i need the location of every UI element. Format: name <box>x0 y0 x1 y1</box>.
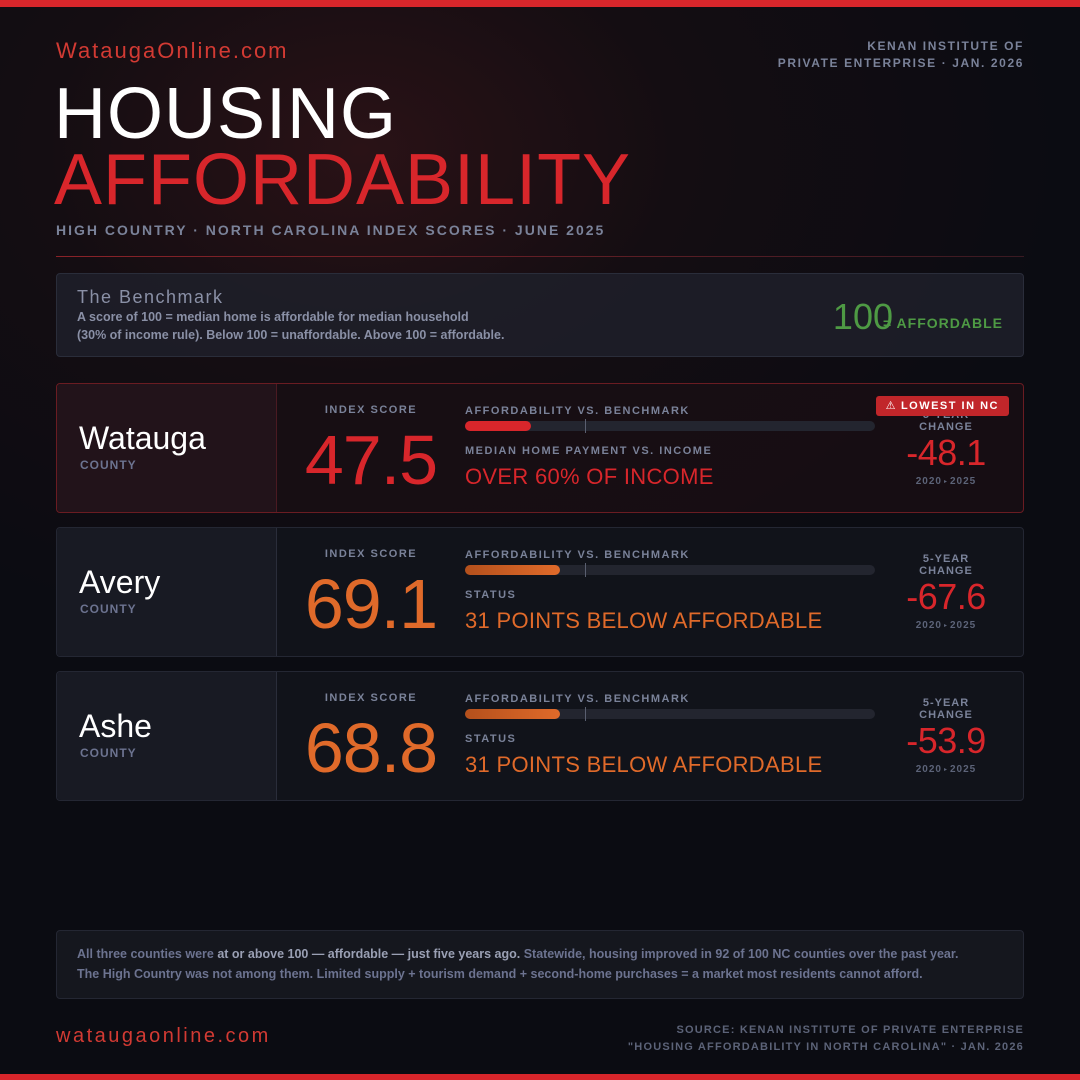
publisher-line-1: KENAN INSTITUTE OF <box>867 39 1024 53</box>
affordability-bar-label: AFFORDABILITY VS. BENCHMARK <box>465 405 690 417</box>
benchmark-marker <box>585 707 586 721</box>
stat-value: OVER 60% OF INCOME <box>465 464 714 489</box>
bottom-accent-bar <box>0 1074 1080 1080</box>
change-label-line-2: CHANGE <box>919 565 973 577</box>
county-name: Ashe <box>79 708 152 744</box>
county-name: Watauga <box>79 420 206 456</box>
year-start: 2020 <box>915 476 942 487</box>
change-years: 2020 ▸ 2025 <box>901 476 991 487</box>
brand-link[interactable]: WataugaOnline.com <box>56 38 289 63</box>
publisher-line-2: PRIVATE ENTERPRISE · JAN. 2026 <box>777 56 1024 70</box>
change-value: -53.9 <box>906 720 986 761</box>
county-card-watauga: Watauga COUNTY INDEX SCORE 47.5 AFFORDAB… <box>56 383 1024 513</box>
benchmark-description: A score of 100 = median home is affordab… <box>77 308 597 344</box>
source-line-1: SOURCE: KENAN INSTITUTE OF PRIVATE ENTER… <box>676 1024 1024 1036</box>
affordability-bar <box>465 419 875 433</box>
lowest-in-nc-badge: ⚠ LOWEST IN NC <box>875 396 1009 416</box>
footnote-highlight: at or above 100 — affordable — just five… <box>217 947 521 961</box>
badge-label: LOWEST IN NC <box>900 400 999 412</box>
source-line-2: "HOUSING AFFORDABILITY IN NORTH CAROLINA… <box>627 1041 1024 1053</box>
footnote-panel: All three counties were at or above 100 … <box>56 930 1024 999</box>
change-value: -67.6 <box>906 576 986 617</box>
county-name-panel: Watauga COUNTY <box>57 384 277 512</box>
change-years: 2020 ▸ 2025 <box>901 620 991 631</box>
top-accent-bar <box>0 0 1080 7</box>
stat-label: MEDIAN HOME PAYMENT VS. INCOME <box>465 445 713 457</box>
affordability-bar-label: AFFORDABILITY VS. BENCHMARK <box>465 549 690 561</box>
index-score-value: 47.5 <box>304 421 438 499</box>
benchmark-desc-line-2: (30% of income rule). Below 100 = unaffo… <box>77 328 505 342</box>
benchmark-title: The Benchmark <box>77 287 224 307</box>
change-value: -48.1 <box>906 432 986 473</box>
change-label-line-2: CHANGE <box>919 709 973 721</box>
county-type: COUNTY <box>80 458 137 472</box>
year-end: 2025 <box>950 476 977 487</box>
stat-label: STATUS <box>465 733 517 745</box>
affordability-bar-fill <box>465 565 561 575</box>
affordability-bar-fill <box>465 709 560 719</box>
benchmark-desc-line-1: A score of 100 = median home is affordab… <box>77 310 469 324</box>
arrow-right-icon: ▸ <box>943 622 948 629</box>
footer-brand-link[interactable]: wataugaonline.com <box>56 1025 271 1047</box>
page-title-line-1: HOUSING <box>54 74 398 154</box>
benchmark-value: 100 <box>832 296 893 337</box>
affordability-bar <box>465 707 875 721</box>
county-card-ashe: Ashe COUNTY INDEX SCORE 68.8 AFFORDABILI… <box>56 671 1024 801</box>
county-type: COUNTY <box>80 746 137 760</box>
page-subtitle: HIGH COUNTRY · NORTH CAROLINA INDEX SCOR… <box>56 222 606 238</box>
arrow-right-icon: ▸ <box>943 478 948 485</box>
publisher-credit: KENAN INSTITUTE OF PRIVATE ENTERPRISE · … <box>778 38 1024 72</box>
county-type: COUNTY <box>80 602 137 616</box>
change-label: 5-YEAR CHANGE <box>901 553 991 577</box>
year-start: 2020 <box>915 764 942 775</box>
arrow-right-icon: ▸ <box>943 766 948 773</box>
change-label-line-2: CHANGE <box>919 421 973 433</box>
source-credit: SOURCE: KENAN INSTITUTE OF PRIVATE ENTER… <box>628 1022 1024 1056</box>
change-years: 2020 ▸ 2025 <box>901 764 991 775</box>
year-end: 2025 <box>950 764 977 775</box>
index-score-value: 69.1 <box>304 565 438 643</box>
benchmark-panel: The Benchmark A score of 100 = median ho… <box>56 273 1024 357</box>
index-score-label: INDEX SCORE <box>324 404 418 416</box>
benchmark-value-label: = AFFORDABLE <box>883 315 1003 331</box>
change-label-line-1: 5-YEAR <box>922 697 970 709</box>
affordability-bar-label: AFFORDABILITY VS. BENCHMARK <box>465 693 690 705</box>
benchmark-marker <box>585 563 586 577</box>
footnote-line-1: All three counties were at or above 100 … <box>77 944 1003 964</box>
footnote-part-3: Statewide, housing improved in 92 of 100… <box>520 947 959 961</box>
change-label-line-1: 5-YEAR <box>922 553 970 565</box>
stat-value: 31 POINTS BELOW AFFORDABLE <box>465 608 823 633</box>
footnote-part-1: All three counties were <box>77 947 218 961</box>
affordability-bar <box>465 563 875 577</box>
index-score-label: INDEX SCORE <box>324 548 418 560</box>
warning-icon: ⚠ <box>885 400 897 412</box>
benchmark-marker <box>585 419 586 433</box>
affordability-bar-fill <box>465 421 531 431</box>
change-label: 5-YEAR CHANGE <box>901 697 991 721</box>
year-end: 2025 <box>950 620 977 631</box>
header-divider <box>56 256 1024 257</box>
footnote-line-2: The High Country was not among them. Lim… <box>77 967 923 981</box>
index-score-label: INDEX SCORE <box>324 692 418 704</box>
county-name-panel: Ashe COUNTY <box>57 672 277 800</box>
county-name: Avery <box>79 564 161 600</box>
stat-value: 31 POINTS BELOW AFFORDABLE <box>465 752 823 777</box>
year-start: 2020 <box>915 620 942 631</box>
county-card-avery: Avery COUNTY INDEX SCORE 69.1 AFFORDABIL… <box>56 527 1024 657</box>
page-title-line-2: AFFORDABILITY <box>54 140 632 220</box>
county-name-panel: Avery COUNTY <box>57 528 277 656</box>
index-score-value: 68.8 <box>304 709 438 787</box>
stat-label: STATUS <box>465 589 517 601</box>
